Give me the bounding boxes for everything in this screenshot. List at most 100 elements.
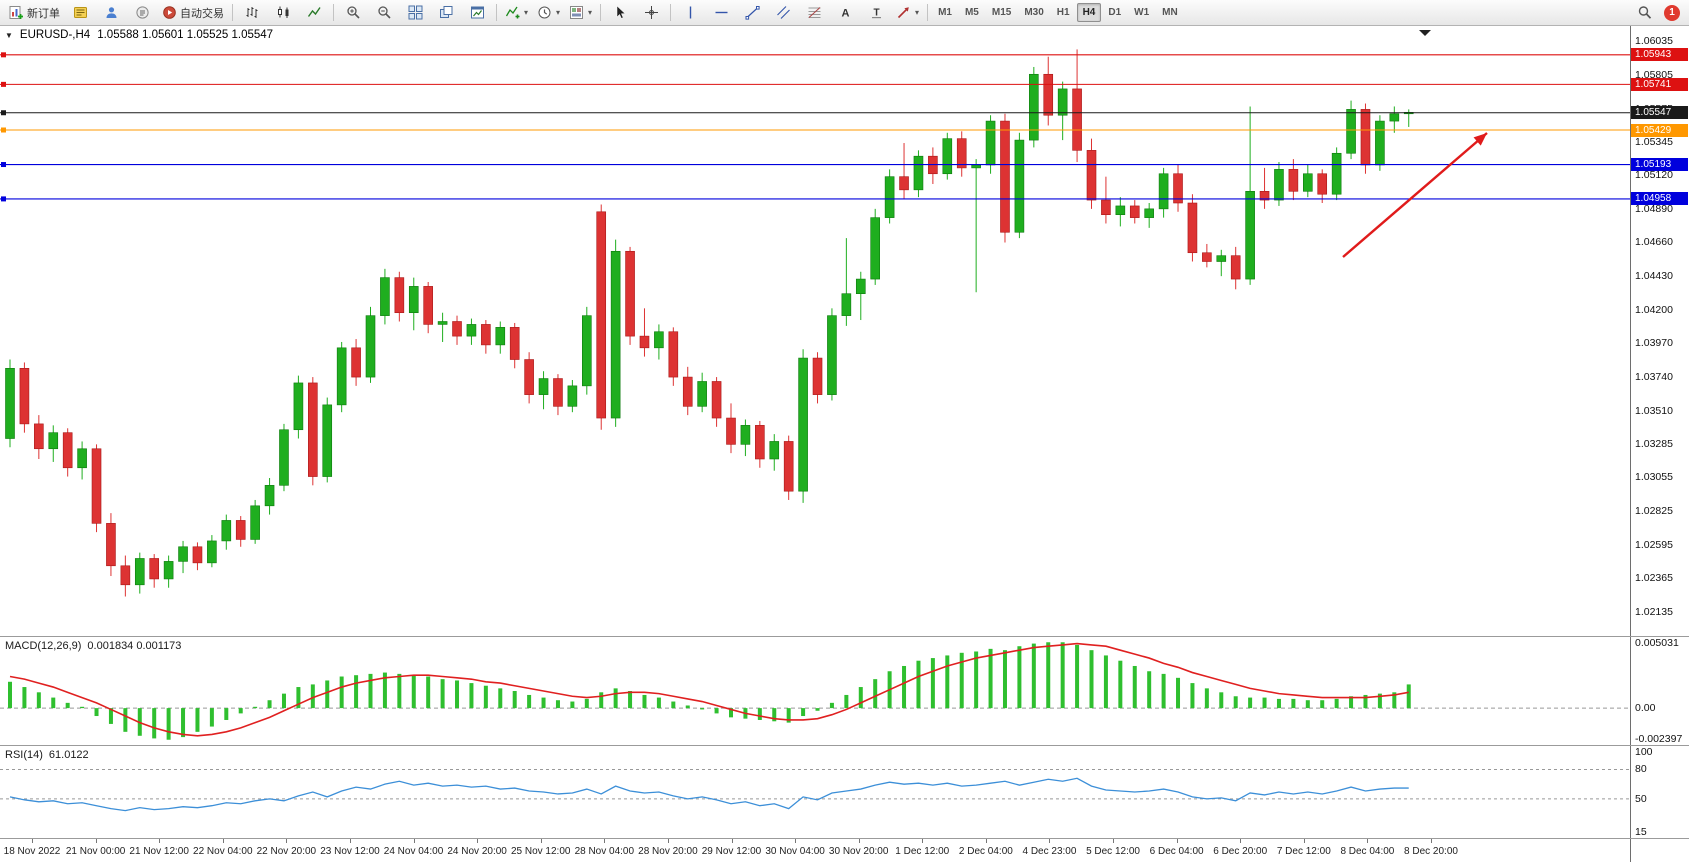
macd-histogram-bar <box>527 694 532 709</box>
timeframe-mn-button[interactable]: MN <box>1162 7 1178 18</box>
crosshair-button[interactable] <box>636 1 666 24</box>
vertical-line-button[interactable] <box>675 1 705 24</box>
macd-histogram-bar <box>123 708 128 732</box>
notification-badge[interactable]: 1 <box>1664 4 1680 21</box>
level-line-handle[interactable] <box>1 52 6 58</box>
main-plot[interactable]: ▼ EURUSD-,H4 1.05588 1.05601 1.05525 1.0… <box>0 26 1630 636</box>
macd-histogram-bar <box>844 694 849 709</box>
macd-histogram-bar <box>930 658 935 709</box>
hline-icon <box>715 11 728 14</box>
macd-histogram-bar <box>628 691 633 709</box>
level-line-handle[interactable] <box>1 127 6 133</box>
level-line-handle[interactable] <box>1 81 6 87</box>
timeframe-m30-button[interactable]: M30 <box>1024 7 1044 18</box>
data-window-button[interactable] <box>127 1 157 24</box>
zoom-out-button[interactable] <box>369 1 399 24</box>
level-line-handle[interactable] <box>1 162 6 168</box>
rsi-plot[interactable]: RSI(14) 61.0122 <box>0 746 1630 838</box>
horizontal-line-button[interactable] <box>706 1 736 24</box>
metaeditor-button[interactable] <box>65 1 95 24</box>
time-label: 8 Dec 04:00 <box>1340 846 1395 857</box>
cursor-button[interactable] <box>605 1 635 24</box>
bullish-candle <box>769 441 780 460</box>
bar-chart-mode-button[interactable] <box>237 1 267 24</box>
bullish-candle <box>77 448 87 469</box>
chart-collapse-icon[interactable]: ▼ <box>5 30 13 40</box>
bullish-candle <box>264 485 275 507</box>
time-axis-panel: 18 Nov 2022 21 Nov 00:00 21 Nov 12:00 22 No… <box>0 838 1689 862</box>
level-line-handle[interactable] <box>1 110 6 116</box>
macd-histogram-bar <box>238 708 243 714</box>
cascade-windows-button[interactable] <box>431 1 461 24</box>
arrows-button[interactable]: ▾ <box>892 1 923 24</box>
trend-arrow[interactable] <box>1342 132 1488 258</box>
macd-chart-svg[interactable] <box>0 637 1630 745</box>
equidistant-channel-button[interactable] <box>768 1 798 24</box>
bearish-candle <box>351 347 361 378</box>
bullish-candle <box>985 120 996 166</box>
time-label: 28 Nov 04:00 <box>574 846 635 857</box>
macd-histogram-bar <box>902 665 907 709</box>
time-tick <box>604 839 606 843</box>
candlestick-mode-button[interactable] <box>268 1 298 24</box>
time-tick <box>1367 839 1369 843</box>
price-level-tag: 1.05943 <box>1631 48 1688 62</box>
macd-histogram-bar <box>498 688 503 709</box>
bullish-candle <box>971 164 981 169</box>
search-icon <box>1638 6 1651 19</box>
time-tick <box>1303 839 1305 843</box>
indicators-button[interactable]: ▾ <box>501 1 532 24</box>
macd-histogram-bar <box>483 685 488 709</box>
bearish-candle <box>1101 199 1111 216</box>
timeframe-m5-button[interactable]: M5 <box>964 7 979 18</box>
bullish-candle <box>1389 113 1400 122</box>
trendline-button[interactable] <box>737 1 767 24</box>
line-chart-mode-button[interactable] <box>299 1 329 24</box>
macd-histogram-bar <box>166 708 171 740</box>
text-button[interactable]: A <box>830 1 860 24</box>
timeframe-m1-button[interactable]: M1 <box>938 7 952 18</box>
macd-histogram-bar <box>1406 684 1411 709</box>
search-button[interactable] <box>1629 1 1659 24</box>
scroll-to-end-marker[interactable] <box>1419 30 1431 36</box>
price-tick-label: 1.04890 <box>1635 202 1673 215</box>
macd-histogram-bar <box>224 708 229 720</box>
timeframe-m15-button[interactable]: M15 <box>991 7 1012 18</box>
macd-axis: 0.005031 0.00 -0.002397 <box>1630 637 1689 745</box>
trend-arrow-head[interactable] <box>1473 133 1487 146</box>
price-tick-label: 1.03055 <box>1635 471 1673 484</box>
text-label-button[interactable]: T <box>861 1 891 24</box>
bullish-candle <box>855 278 866 294</box>
new-order-button[interactable]: 新订单 <box>5 1 64 24</box>
bearish-candle <box>553 378 563 407</box>
price-tick-label: 1.04430 <box>1635 270 1673 283</box>
price-chart-svg[interactable] <box>0 26 1630 636</box>
timeframe-d1-button[interactable]: D1 <box>1108 7 1122 18</box>
time-axis[interactable]: 18 Nov 2022 21 Nov 00:00 21 Nov 12:00 22 No… <box>0 839 1630 862</box>
zoom-out-icon <box>377 6 391 19</box>
market-watch-button[interactable] <box>96 1 126 24</box>
vline-icon <box>689 6 691 19</box>
zoom-in-button[interactable] <box>338 1 368 24</box>
periods-button[interactable]: ▾ <box>533 1 564 24</box>
bearish-candle <box>1072 88 1082 151</box>
macd-plot[interactable]: MACD(12,26,9) 0.001834 0.001173 <box>0 637 1630 745</box>
bearish-candle <box>62 432 73 469</box>
bullish-candle <box>207 540 217 564</box>
channel-icon <box>776 6 790 19</box>
level-line-handle[interactable] <box>1 196 6 202</box>
timeframe-w1-button[interactable]: W1 <box>1134 7 1150 18</box>
macd-histogram-bar <box>1233 696 1238 709</box>
bearish-candle <box>596 211 607 419</box>
time-label: 21 Nov 00:00 <box>65 846 126 857</box>
time-tick <box>349 839 351 843</box>
tile-windows-button[interactable] <box>400 1 430 24</box>
chart-shift-button[interactable] <box>462 1 492 24</box>
time-label: 4 Dec 23:00 <box>1022 846 1077 857</box>
auto-trading-button[interactable]: 自动交易 <box>158 1 228 24</box>
templates-button[interactable]: ▾ <box>565 1 596 24</box>
timeframe-h1-button[interactable]: H1 <box>1056 7 1070 18</box>
timeframe-h4-button[interactable]: H4 <box>1076 3 1102 22</box>
rsi-chart-svg[interactable] <box>0 746 1630 838</box>
fibonacci-button[interactable] <box>799 1 829 24</box>
